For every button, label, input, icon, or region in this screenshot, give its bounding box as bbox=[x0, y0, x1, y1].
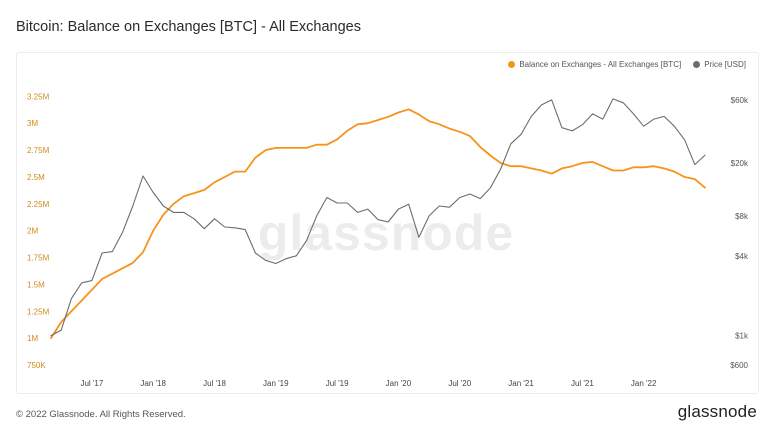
series-line-price bbox=[50, 98, 706, 337]
y-left-tick-8: 2.75M bbox=[27, 146, 50, 155]
x-tick-0: Jul '17 bbox=[80, 379, 103, 388]
y-left-tick-4: 1.75M bbox=[27, 254, 50, 263]
x-tick-5: Jan '20 bbox=[386, 379, 412, 388]
x-tick-2: Jul '18 bbox=[203, 379, 226, 388]
y-right-tick-3: $8k bbox=[735, 212, 749, 221]
chart-panel: Balance on Exchanges - All Exchanges [BT… bbox=[16, 52, 759, 394]
x-tick-4: Jul '19 bbox=[326, 379, 349, 388]
chart-svg: glassnode 750K 1M 1.25M 1.5M 1.75M 2M 2.25M 2.5M… bbox=[27, 92, 749, 388]
chart-legend: Balance on Exchanges - All Exchanges [BT… bbox=[508, 60, 746, 69]
y-right-tick-2: $4k bbox=[735, 252, 749, 261]
legend-label-price: Price [USD] bbox=[704, 60, 746, 69]
x-tick-9: Jan '22 bbox=[631, 379, 657, 388]
y-left-tick-7: 2.5M bbox=[27, 173, 45, 182]
x-tick-7: Jan '21 bbox=[508, 379, 534, 388]
y-right-tick-5: $60k bbox=[731, 96, 749, 105]
y-left-tick-10: 3.25M bbox=[27, 92, 50, 101]
y-right-tick-1: $1k bbox=[735, 332, 749, 341]
x-tick-1: Jan '18 bbox=[140, 379, 166, 388]
y-left-tick-2: 1.25M bbox=[27, 307, 50, 316]
y-left-tick-3: 1.5M bbox=[27, 280, 45, 289]
legend-item-balance[interactable]: Balance on Exchanges - All Exchanges [BT… bbox=[508, 60, 681, 69]
series-line-balance bbox=[50, 108, 706, 339]
legend-label-balance: Balance on Exchanges - All Exchanges [BT… bbox=[519, 60, 682, 69]
legend-dot-price bbox=[693, 61, 701, 68]
x-tick-8: Jul '21 bbox=[571, 379, 594, 388]
y-left-tick-0: 750K bbox=[27, 361, 46, 370]
watermark-text: glassnode bbox=[258, 205, 514, 261]
copyright-text: © 2022 Glassnode. All Rights Reserved. bbox=[16, 409, 186, 420]
legend-item-price[interactable]: Price [USD] bbox=[693, 60, 746, 69]
y-left-tick-6: 2.25M bbox=[27, 200, 50, 209]
x-tick-6: Jul '20 bbox=[448, 379, 471, 388]
y-left-tick-5: 2M bbox=[27, 227, 38, 236]
x-tick-3: Jan '19 bbox=[263, 379, 289, 388]
page-title: Bitcoin: Balance on Exchanges [BTC] - Al… bbox=[16, 19, 361, 35]
glassnode-logo[interactable]: glassnode bbox=[677, 402, 757, 421]
y-left-tick-1: 1M bbox=[27, 334, 38, 343]
y-left-tick-9: 3M bbox=[27, 119, 38, 128]
legend-dot-balance bbox=[508, 61, 516, 68]
y-right-tick-4: $20k bbox=[731, 159, 749, 168]
y-right-tick-0: $600 bbox=[730, 361, 748, 370]
